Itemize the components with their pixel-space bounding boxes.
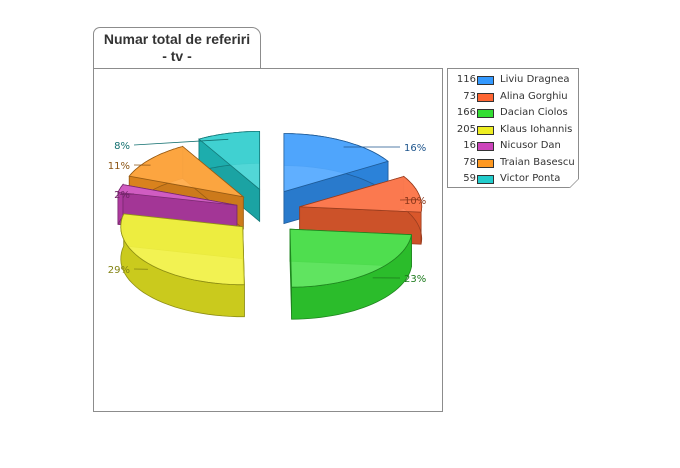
legend-swatch <box>477 92 494 102</box>
legend-label: Klaus Iohannis <box>500 123 573 135</box>
legend-label: Dacian Ciolos <box>500 107 568 118</box>
legend-value: 59 <box>463 173 476 184</box>
legend-label: Liviu Dragnea <box>500 74 570 85</box>
chart-title-tab: Numar total de referiri - tv - <box>93 27 261 68</box>
legend-item-victor-ponta: 59 Victor Ponta <box>448 171 578 187</box>
legend-swatch <box>477 125 494 135</box>
legend-value: 116 <box>456 74 476 85</box>
legend-value: 205 <box>456 123 476 135</box>
legend-swatch <box>477 175 494 184</box>
legend-swatch <box>477 142 494 151</box>
percent-label-liviu-dragnea: 16% <box>404 143 426 154</box>
legend-item-traian-basescu: 78 Traian Basescu <box>448 155 578 171</box>
legend-value: 78 <box>463 156 476 168</box>
legend-value: 16 <box>463 140 476 151</box>
percent-label-dacian-ciolos: 23% <box>404 274 426 285</box>
percent-label-klaus-iohannis: 29% <box>108 265 130 276</box>
pie-slice-dacian-ciolos <box>289 228 413 320</box>
percent-label-nicusor-dan: 2% <box>114 190 130 201</box>
pie-slice-klaus-iohannis <box>120 213 245 318</box>
chart-title: Numar total de referiri <box>103 31 251 47</box>
legend-item-liviu-dragnea: 116 Liviu Dragnea <box>448 72 578 88</box>
chart-subtitle: - tv - <box>162 48 192 64</box>
legend-value: 166 <box>456 107 476 118</box>
legend-item-nicusor-dan: 16 Nicusor Dan <box>448 138 578 154</box>
pie-slice-victor-ponta <box>198 131 261 223</box>
legend-swatch <box>477 158 494 168</box>
legend-label: Traian Basescu <box>500 156 575 168</box>
legend-item-dacian-ciolos: 166 Dacian Ciolos <box>448 105 578 121</box>
legend-value: 73 <box>463 90 476 102</box>
legend-swatch <box>477 76 494 85</box>
legend: 116 Liviu Dragnea 73 Alina Gorghiu 166 Dacian… <box>447 68 579 188</box>
legend-label: Nicusor Dan <box>500 140 561 151</box>
legend-item-klaus-iohannis: 205 Klaus Iohannis <box>448 122 578 138</box>
legend-item-alina-gorghiu: 73 Alina Gorghiu <box>448 89 578 105</box>
legend-label: Alina Gorghiu <box>500 90 568 102</box>
legend-swatch <box>477 109 494 118</box>
percent-label-victor-ponta: 8% <box>114 141 130 152</box>
leader-line-victor-ponta <box>133 138 229 146</box>
percent-label-traian-basescu: 11% <box>108 161 130 172</box>
legend-label: Victor Ponta <box>500 173 561 184</box>
percent-label-alina-gorghiu: 10% <box>404 196 426 207</box>
